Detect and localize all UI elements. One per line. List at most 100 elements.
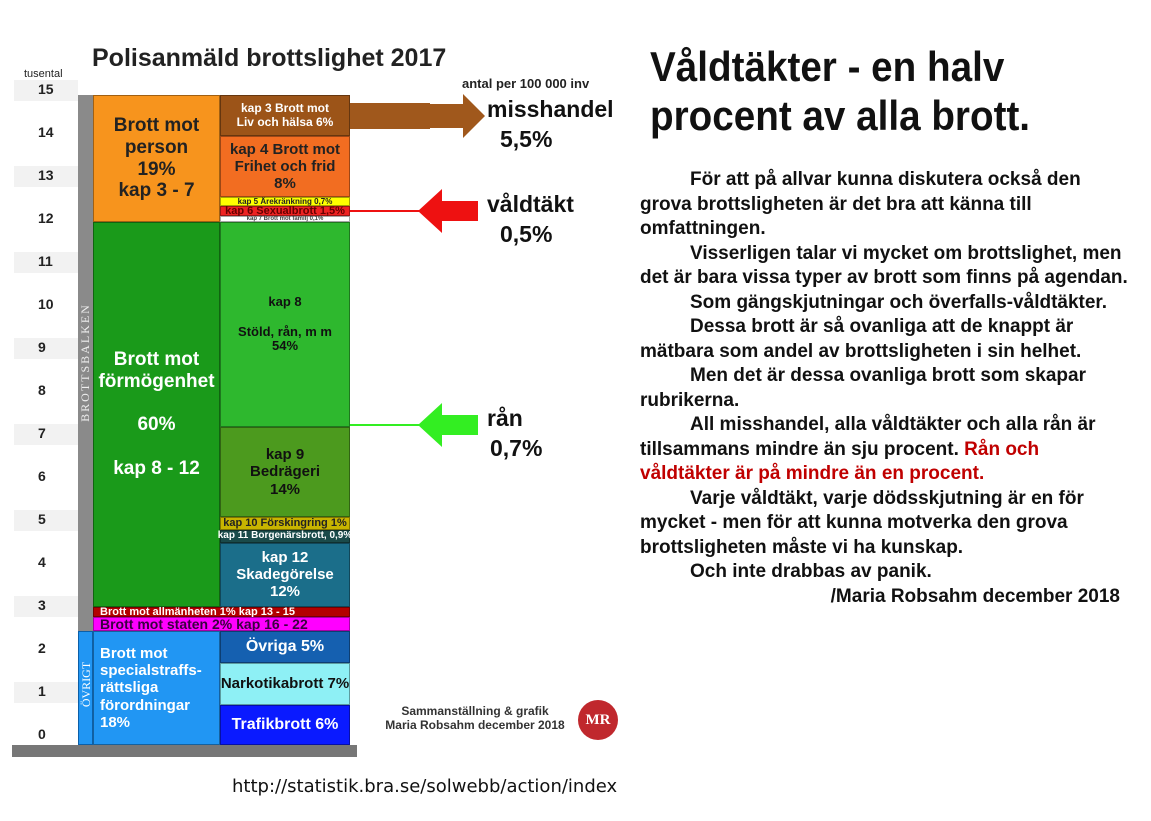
block-label: 19% xyxy=(137,158,176,180)
block-label: 54% xyxy=(271,338,299,354)
paragraph: För att på allvar kunna diskutera också … xyxy=(640,169,1081,239)
heading-line: procent av alla brott. xyxy=(650,92,1031,139)
article-body: För att på allvar kunna diskutera också … xyxy=(640,168,1130,609)
block-label: Brott mot xyxy=(113,348,200,370)
chapter-block: Narkotikabrott 7% xyxy=(220,663,350,705)
logo-text: MR xyxy=(585,711,611,728)
chart-subtitle: antal per 100 000 inv xyxy=(462,76,590,91)
block-label: Skadegörelse xyxy=(236,566,334,584)
chart-title: Polisanmäld brottslighet 2017 xyxy=(92,44,447,72)
block-label: kap 8 xyxy=(268,293,302,309)
credit: Sammanställning & grafik Maria Robsahm d… xyxy=(380,704,570,732)
paragraph: All misshandel, alla våldtäkter och alla… xyxy=(640,413,1130,487)
chapter-block: kap 10 Förskingring 1% xyxy=(220,516,350,530)
block-label: kap 4 Brott mot xyxy=(229,140,340,158)
credit-line: Maria Robsahm december 2018 xyxy=(385,718,565,732)
chapter-block: kap 6 Sexualbrott 1,5% xyxy=(220,204,350,217)
heading-line: Våldtäkter - en halv xyxy=(650,43,1005,90)
block-label: förmögenhet xyxy=(98,370,215,392)
chapter-block: kap 3 Brott mot Liv och hälsa 6% xyxy=(220,95,350,136)
block-label: kap 7 Brott mot familj 0,1% xyxy=(246,216,324,222)
block-label: Liv och hälsa 6% xyxy=(236,114,334,129)
brottsbalken-bar: BROTTSBALKEN xyxy=(78,95,93,631)
block-label: Brott mot allmänheten 1% kap 13 - 15 xyxy=(100,605,295,618)
axis-stripe xyxy=(14,338,78,359)
chapter-block: kap 4 Brott mot Frihet och frid 8% xyxy=(220,136,350,198)
paragraph: Dessa brott är så ovanliga att de knappt… xyxy=(640,316,1082,362)
paragraph: Som gängskjutningar och överfalls-våldtä… xyxy=(690,291,1108,313)
block-label: kap 9 xyxy=(265,446,305,464)
block-label: kap 8 - 12 xyxy=(113,458,200,480)
paragraph: Varje våldtäkt, varje dödsskjutning är e… xyxy=(640,487,1084,558)
chapter-block: Övriga 5% xyxy=(220,630,350,664)
chapter-block: kap 7 Brott mot familj 0,1% xyxy=(220,215,350,222)
signature: /Maria Robsahm december 2018 xyxy=(830,585,1120,607)
y-tick-label: 14 xyxy=(38,124,54,140)
paragraph: Och inte drabbas av panik. xyxy=(690,561,932,582)
block-label: 8% xyxy=(274,175,296,193)
y-tick-label: 5 xyxy=(38,511,46,527)
block-label: Brott mot xyxy=(113,114,200,136)
block-label: Övriga 5% xyxy=(245,637,325,655)
category-block: Brott mot specialstraffs-rättsliga föror… xyxy=(93,630,220,745)
block-label: kap 10 Förskingring 1% xyxy=(223,516,347,529)
annotation-value: 0,5% xyxy=(500,221,553,248)
annotation-line xyxy=(350,424,450,427)
block-label xyxy=(154,393,159,415)
y-tick-label: 11 xyxy=(38,253,53,269)
ovrigt-label: ÖVRIGT xyxy=(79,661,93,708)
block-label: Frihet och frid xyxy=(234,157,336,175)
credit-line: Sammanställning & grafik xyxy=(401,704,549,718)
annotation-value: 0,7% xyxy=(490,435,543,462)
y-tick-label: 0 xyxy=(38,726,46,742)
block-label: person xyxy=(124,136,189,158)
category-band: Brott mot staten 2% kap 16 - 22 xyxy=(93,617,350,631)
paragraph-text: All misshandel, alla våldtäkter och alla… xyxy=(640,414,1096,460)
annotation-label: våldtäkt xyxy=(487,191,574,218)
block-label: kap 6 Sexualbrott 1,5% xyxy=(225,204,345,217)
y-tick-label: 6 xyxy=(38,468,46,484)
axis-stripe xyxy=(14,424,78,445)
chapter-block: Trafikbrott 6% xyxy=(220,704,350,745)
annotation-label: misshandel xyxy=(487,95,614,122)
block-label: Brott mot specialstraffs- xyxy=(100,644,202,680)
axis-stripe xyxy=(14,80,78,101)
axis-stripe xyxy=(14,166,78,187)
annotation-line xyxy=(350,102,430,129)
category-block: Brott mot förmögenhet 60% kap 8 - 12 xyxy=(93,222,220,607)
mr-logo: MR xyxy=(578,700,618,740)
y-axis-unit: tusental xyxy=(24,68,63,80)
y-tick-label: 1 xyxy=(38,683,46,699)
axis-stripe xyxy=(14,596,78,617)
paragraph: Men det är dessa ovanliga brott som skap… xyxy=(640,365,1086,411)
paragraph: Visserligen talar vi mycket om brottslig… xyxy=(640,242,1128,289)
block-label: Narkotikabrott 7% xyxy=(220,675,350,693)
article-heading: Våldtäkter - en halv procent av alla bro… xyxy=(650,42,1030,140)
y-tick-label: 8 xyxy=(38,382,46,398)
block-label: Bedrägeri xyxy=(249,463,321,481)
category-block: Brott mot person 19% kap 3 - 7 xyxy=(93,95,220,222)
brottsbalken-label: BROTTSBALKEN xyxy=(78,303,92,422)
chapter-block: kap 11 Borgenärsbrott, 0,9% xyxy=(218,529,352,543)
block-label: rättsliga förordningar 18% xyxy=(100,679,190,731)
block-label: Brott mot staten 2% kap 16 - 22 xyxy=(100,616,308,633)
axis-stripe xyxy=(14,510,78,531)
block-label: 60% xyxy=(137,414,176,436)
source-link[interactable]: http://statistik.bra.se/solwebb/action/i… xyxy=(232,776,618,797)
chapter-block: kap 8 Stöld, rån, m m 54% xyxy=(220,222,350,428)
y-tick-label: 9 xyxy=(38,339,46,355)
annotation-line xyxy=(350,210,450,213)
block-label: 14% xyxy=(269,480,301,498)
annotation-value: 5,5% xyxy=(500,125,553,152)
block-label: Trafikbrott 6% xyxy=(231,715,339,733)
chapter-block: kap 5 Ärekränkning 0,7% xyxy=(220,196,350,207)
block-label: kap 5 Ärekränkning 0,7% xyxy=(237,196,333,206)
block-label xyxy=(283,310,287,325)
y-tick-label: 12 xyxy=(38,210,54,226)
block-label: kap 3 - 7 xyxy=(118,180,195,202)
y-tick-label: 7 xyxy=(38,425,46,441)
block-label: 12% xyxy=(269,583,301,601)
axis-stripe xyxy=(14,682,78,703)
highlight-text: Rån och våldtäkter är på mindre än en pr… xyxy=(640,438,1040,485)
baseline xyxy=(12,745,357,757)
